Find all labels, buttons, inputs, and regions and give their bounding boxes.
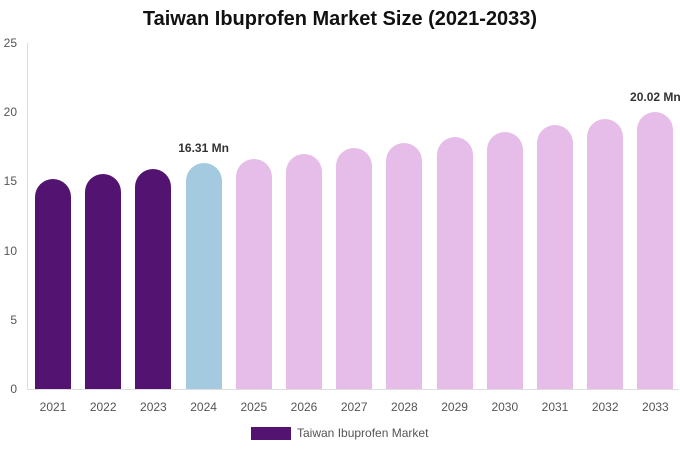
- bar-2021[interactable]: [35, 179, 71, 389]
- y-tick-label: 5: [10, 312, 17, 327]
- x-tick-label: 2028: [391, 400, 418, 414]
- bar-2022[interactable]: [85, 174, 122, 389]
- bar-2031[interactable]: [537, 124, 573, 389]
- x-tick-label: 2030: [491, 400, 519, 414]
- y-tick-label: 15: [3, 174, 17, 189]
- chart-title: Taiwan Ibuprofen Market Size (2021-2033): [142, 8, 538, 30]
- bar-2023[interactable]: [135, 168, 172, 389]
- x-tick-label: 2033: [642, 400, 669, 414]
- bar-2025[interactable]: [235, 159, 272, 389]
- x-tick-label: 2025: [240, 400, 268, 414]
- x-axis-line: [27, 389, 679, 390]
- y-tick-label: 20: [3, 105, 17, 120]
- x-tick-label: 2021: [39, 400, 67, 414]
- legend-label: Taiwan Ibuprofen Market: [297, 426, 429, 440]
- x-tick-label: 2022: [89, 400, 117, 414]
- bar-2030[interactable]: [486, 131, 523, 389]
- legend-swatch: [251, 426, 291, 440]
- data-label: 20.02 Mn: [630, 89, 680, 104]
- x-tick-label: 2029: [441, 400, 468, 414]
- bar-2024[interactable]: [185, 163, 222, 389]
- x-tick-label: 2027: [340, 400, 368, 414]
- x-tick-label: 2032: [591, 400, 619, 414]
- x-tick-label: 2023: [140, 400, 167, 414]
- x-tick-label: 2026: [290, 400, 318, 414]
- x-tick-label: 2024: [190, 400, 217, 414]
- y-tick-label: 0: [10, 382, 17, 396]
- bar-2027[interactable]: [336, 148, 373, 389]
- y-axis-line: [27, 43, 28, 389]
- data-label: 16.31 Mn: [178, 141, 229, 156]
- bar-2032[interactable]: [587, 119, 624, 389]
- bar-2026[interactable]: [286, 153, 322, 389]
- y-tick-label: 25: [3, 36, 17, 50]
- bar-2028[interactable]: [386, 142, 423, 389]
- legend[interactable]: Taiwan Ibuprofen Market: [251, 426, 428, 440]
- x-tick-label: 2031: [541, 400, 569, 414]
- bar-2033[interactable]: [637, 111, 674, 389]
- bar-2029[interactable]: [436, 137, 473, 389]
- y-tick-label: 10: [3, 243, 17, 258]
